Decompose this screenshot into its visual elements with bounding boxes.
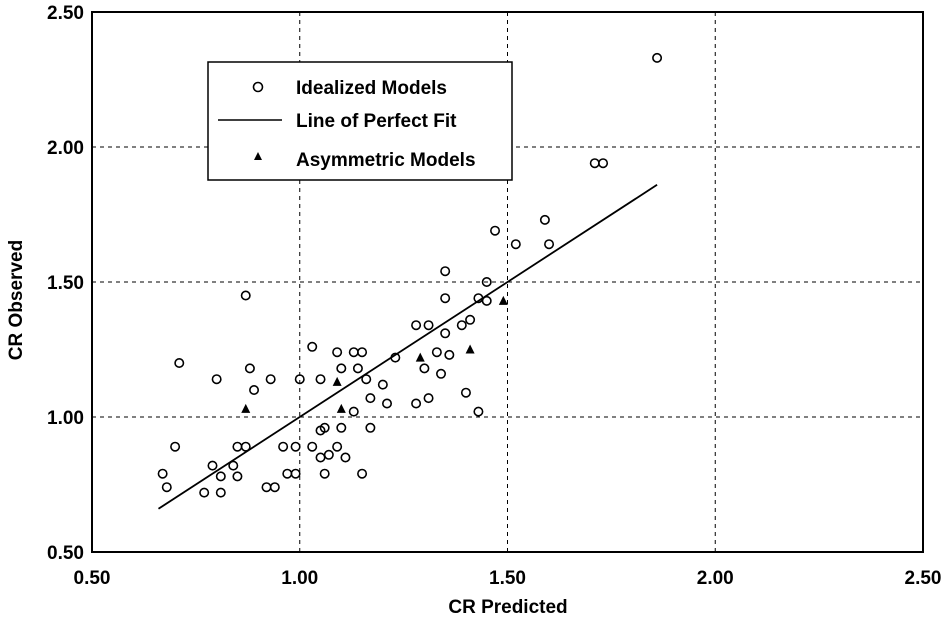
idealized-point	[232, 471, 243, 482]
y-tick-label: 1.00	[47, 408, 84, 429]
idealized-point	[240, 441, 251, 452]
asymmetric-point	[241, 403, 251, 413]
legend-label-idealized: Idealized Models	[296, 78, 447, 99]
legend-label-perfect-fit: Line of Perfect Fit	[296, 111, 457, 132]
idealized-point	[361, 374, 372, 385]
idealized-point	[423, 393, 434, 404]
x-tick-label: 2.00	[697, 568, 734, 589]
idealized-point	[460, 387, 471, 398]
idealized-point	[365, 393, 376, 404]
perfect-fit-line	[157, 184, 658, 510]
idealized-point	[365, 422, 376, 433]
idealized-point	[440, 293, 451, 304]
idealized-point	[465, 314, 476, 325]
idealized-point	[440, 328, 451, 339]
idealized-point	[265, 374, 276, 385]
idealized-point	[336, 363, 347, 374]
legend-box	[207, 61, 513, 181]
idealized-point	[307, 341, 318, 352]
legend-triangle-marker	[254, 152, 262, 160]
legend: Idealized Models Line of Perfect Fit Asy…	[207, 61, 513, 181]
idealized-point	[319, 422, 330, 433]
idealized-point	[249, 384, 260, 395]
idealized-point	[228, 460, 239, 471]
legend-label-asymmetric: Asymmetric Models	[296, 150, 476, 171]
idealized-point	[598, 158, 609, 169]
idealized-point	[174, 357, 185, 368]
idealized-point	[278, 441, 289, 452]
idealized-point	[307, 441, 318, 452]
y-tick-label: 1.50	[47, 273, 84, 294]
asymmetric-point	[336, 403, 346, 413]
idealized-point	[377, 379, 388, 390]
idealized-point	[352, 363, 363, 374]
idealized-point	[170, 441, 181, 452]
x-tick-label: 2.50	[905, 568, 942, 589]
idealized-point	[199, 487, 210, 498]
idealized-point	[357, 468, 368, 479]
idealized-point	[456, 320, 467, 331]
idealized-point	[431, 347, 442, 358]
idealized-point	[290, 468, 301, 479]
idealized-point	[348, 406, 359, 417]
idealized-point	[240, 290, 251, 301]
asymmetric-point	[415, 352, 425, 362]
idealized-point	[652, 52, 663, 63]
idealized-point	[340, 452, 351, 463]
idealized-point	[157, 468, 168, 479]
x-tick-label: 0.50	[74, 568, 111, 589]
idealized-point	[319, 468, 330, 479]
idealized-point	[215, 471, 226, 482]
idealized-point	[473, 406, 484, 417]
idealized-point	[211, 374, 222, 385]
idealized-point	[323, 449, 334, 460]
idealized-point	[419, 363, 430, 374]
x-tick-label: 1.50	[489, 568, 526, 589]
idealized-point	[332, 347, 343, 358]
y-axis-ticks: 0.50 1.00 1.50 2.00 2.50	[47, 3, 84, 564]
plot-frame	[91, 11, 924, 553]
idealized-point	[481, 295, 492, 306]
idealized-point	[440, 266, 451, 277]
idealized-point	[332, 441, 343, 452]
asymmetric-point	[465, 344, 475, 354]
asymmetric-point	[498, 295, 508, 305]
x-tick-label: 1.00	[281, 568, 318, 589]
idealized-point	[382, 398, 393, 409]
idealized-point	[481, 276, 492, 287]
x-axis-label: CR Predicted	[448, 597, 567, 618]
legend-circle-marker	[252, 81, 264, 93]
asymmetric-point	[332, 376, 342, 386]
idealized-point	[215, 487, 226, 498]
idealized-point	[315, 374, 326, 385]
y-tick-label: 2.00	[47, 138, 84, 159]
idealized-point	[436, 368, 447, 379]
idealized-point	[423, 320, 434, 331]
idealized-point	[411, 398, 422, 409]
idealized-point	[544, 239, 555, 250]
idealized-point	[510, 239, 521, 250]
idealized-point	[336, 422, 347, 433]
idealized-point	[539, 214, 550, 225]
y-tick-label: 2.50	[47, 3, 84, 24]
x-axis-ticks: 0.50 1.00 1.50 2.00 2.50	[74, 568, 942, 589]
y-tick-label: 0.50	[47, 543, 84, 564]
data-marks	[157, 52, 663, 510]
idealized-point	[161, 482, 172, 493]
y-axis-label: CR Observed	[6, 240, 27, 360]
idealized-point	[269, 482, 280, 493]
idealized-point	[244, 363, 255, 374]
idealized-point	[490, 225, 501, 236]
idealized-point	[411, 320, 422, 331]
idealized-point	[294, 374, 305, 385]
idealized-point	[290, 441, 301, 452]
idealized-point	[357, 347, 368, 358]
idealized-point	[444, 349, 455, 360]
idealized-point	[207, 460, 218, 471]
